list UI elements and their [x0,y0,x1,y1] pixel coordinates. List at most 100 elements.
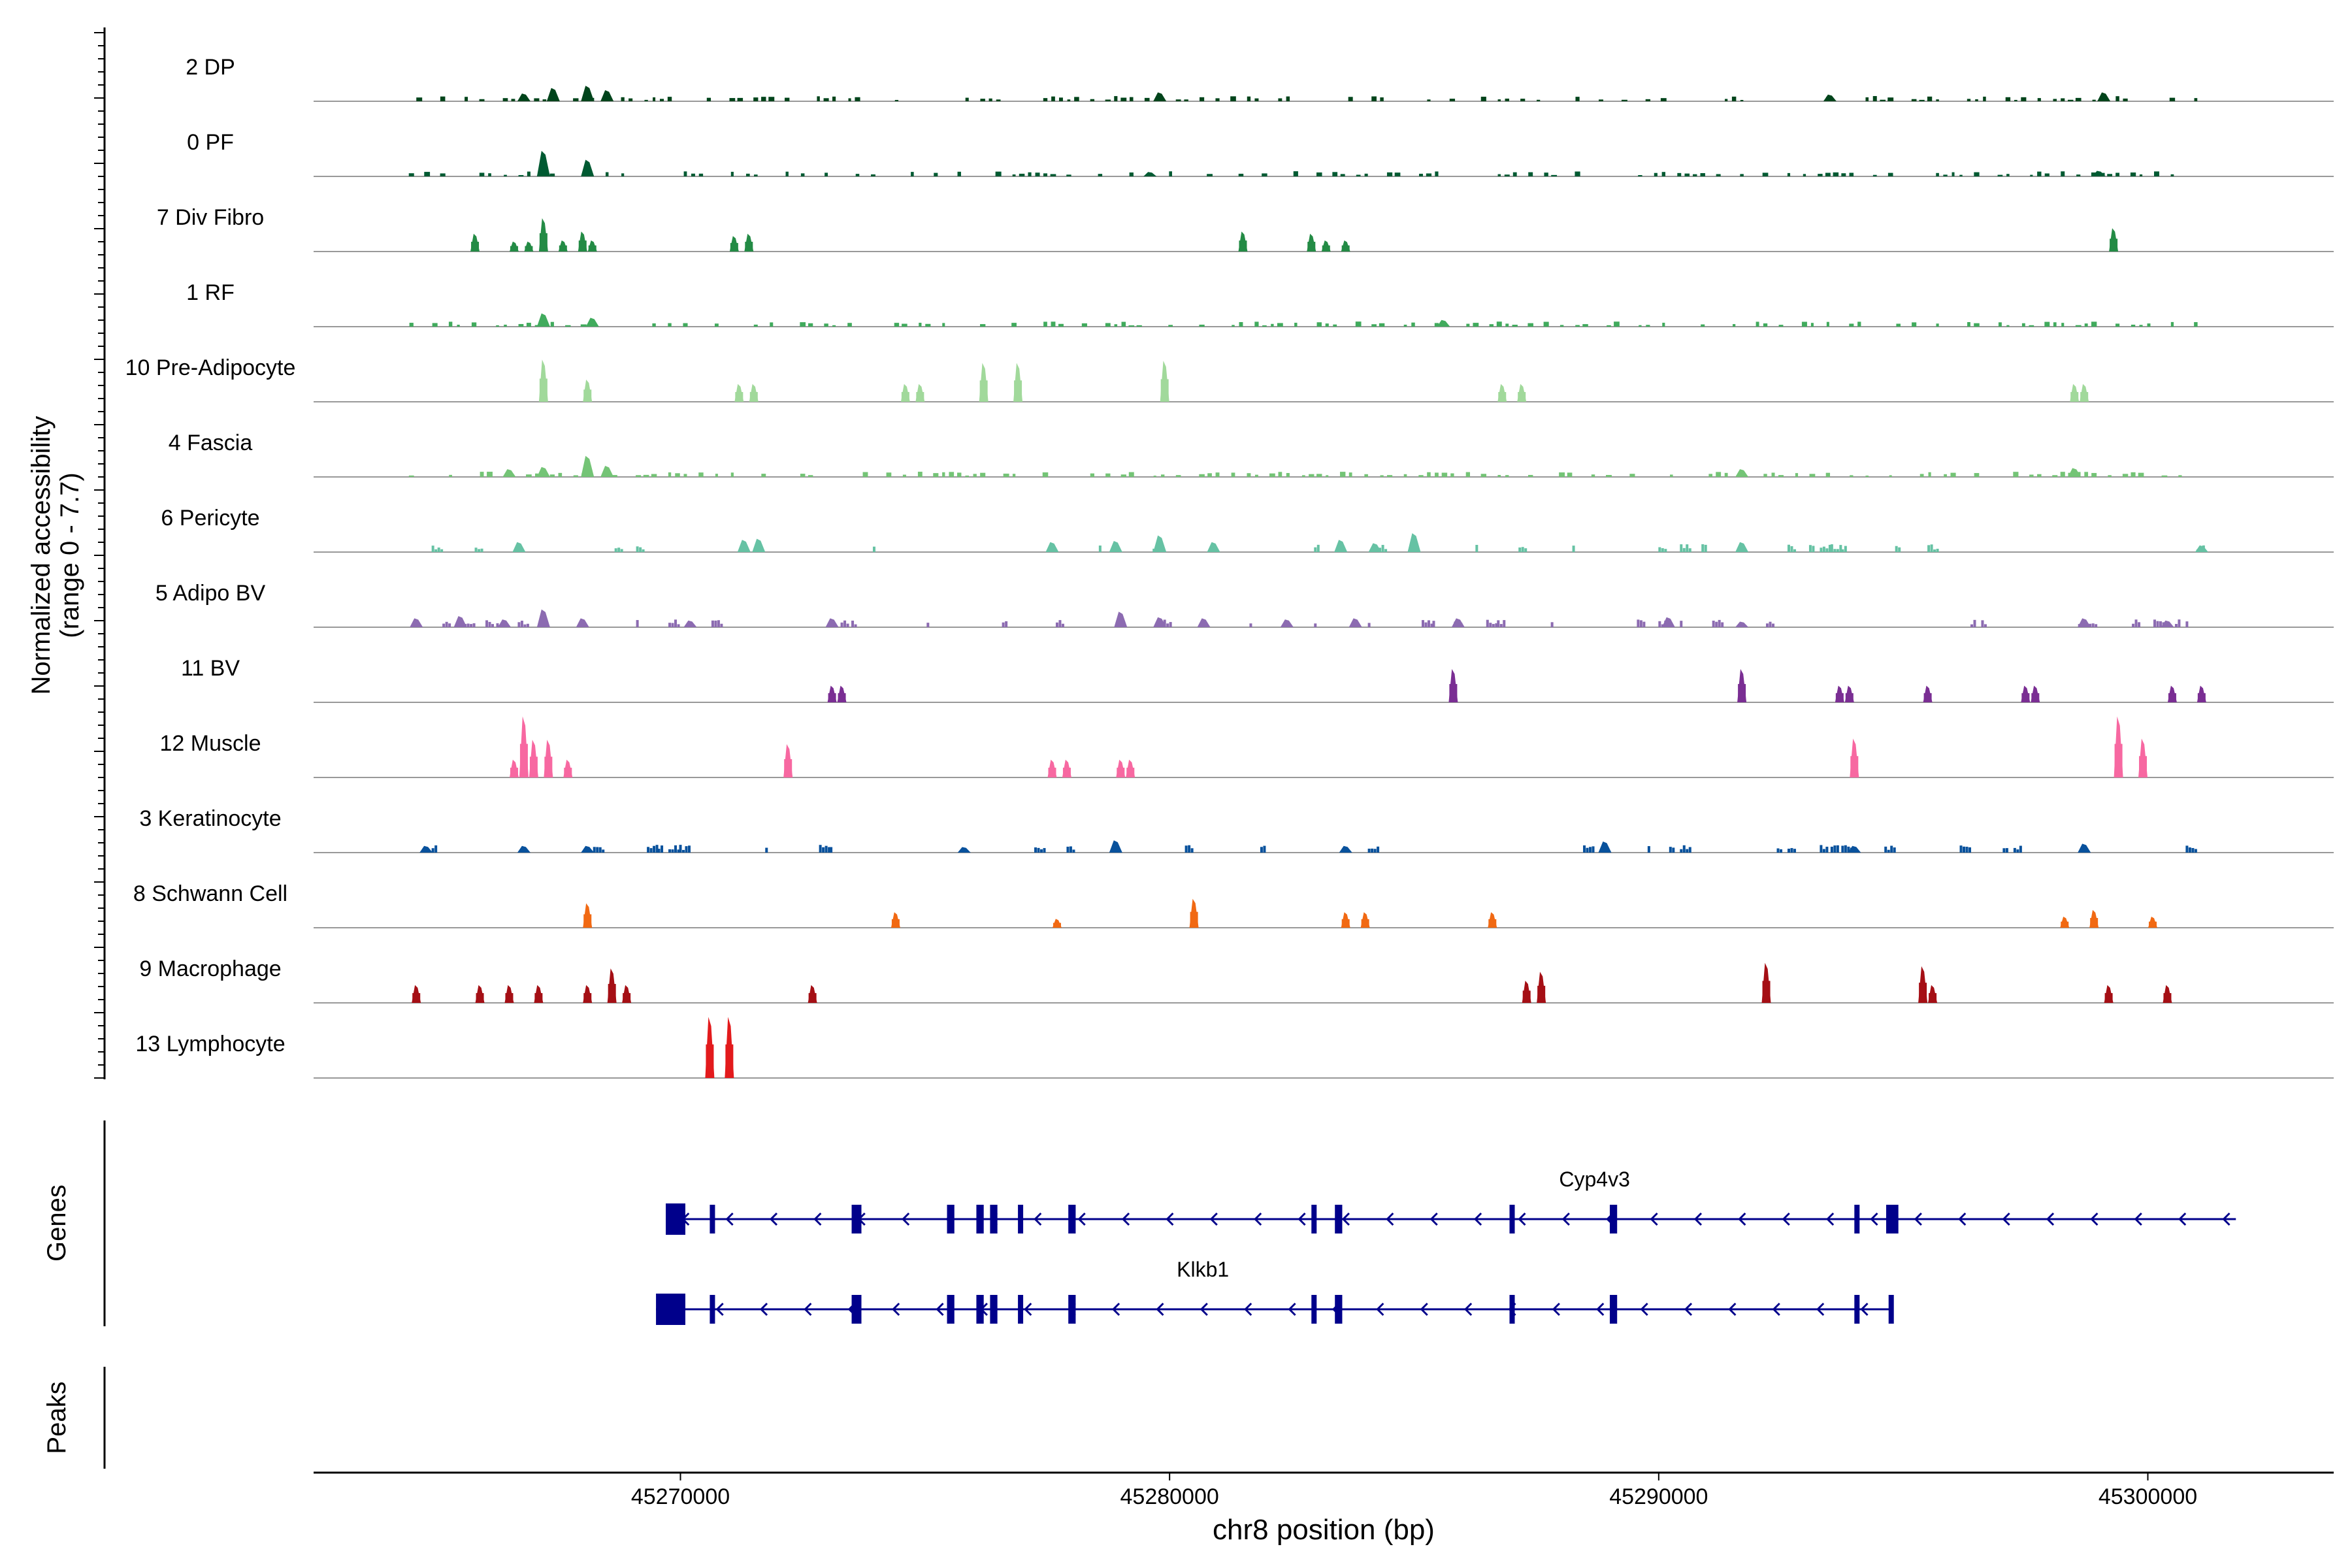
signal-block [2095,624,2098,627]
signal-block [980,99,985,101]
signal-block [1716,472,1722,477]
signal-block [1069,846,1072,853]
signal-block [2138,622,2141,627]
signal-block [2185,621,2189,627]
signal-peak [470,233,480,252]
signal-block [1614,321,1620,327]
gene-cyp4v3: Cyp4v3 [666,1168,2236,1235]
signal-block [1505,323,1509,327]
signal-block [1790,848,1793,853]
signal-block [934,172,938,176]
signal-block [965,475,970,477]
signal-block [1058,620,1062,627]
signal-peak [1109,541,1122,552]
signal-peak [1928,985,1938,1003]
signal-peak [1451,618,1465,627]
signal-block [2067,99,2074,101]
gene-exon [976,1205,984,1233]
coverage-tracks: 2 DP 0 PF 7 Div Fibro 1 RF 10 Pre-Adipocyte 4… [125,55,2334,1079]
signal-block [2013,472,2019,477]
signal-block [668,849,672,853]
signal-block [620,549,623,552]
signal-block [1887,97,1894,101]
signal-block [683,171,687,176]
signal-peak [808,985,817,1003]
signal-block [1688,847,1691,853]
signal-block [1998,322,2002,327]
signal-block [504,174,507,176]
signal-block [1718,619,1721,627]
signal-block [2006,174,2010,176]
signal-block [1740,99,1744,101]
signal-block [2188,847,2191,853]
signal-block [2107,174,2112,176]
signal-block [2019,845,2022,853]
strand-arrow [1156,1302,1164,1316]
signal-block [729,98,736,101]
signal-block [1028,172,1032,176]
strand-arrow [1693,1212,1703,1226]
signal-block [488,173,491,176]
signal-block [1040,849,1043,853]
signal-block [408,475,414,477]
signal-block [2134,619,2138,627]
signal-peak [1848,845,1861,853]
signal-block [1524,548,1527,552]
signal-block [2089,623,2092,627]
x-tick-label: 45270000 [631,1484,730,1509]
signal-block [1919,474,1924,477]
signal-peak [1045,542,1059,552]
signal-block [1825,846,1829,853]
signal-block [871,174,875,176]
signal-block [2191,848,2195,853]
signal-block [2053,322,2057,327]
signal-block [1787,172,1791,176]
signal-block [2005,97,2011,101]
strand-arrow [1596,1302,1605,1316]
signal-block [520,621,523,627]
signal-block [517,622,521,627]
signal-block [1129,172,1134,176]
strand-arrow [1034,1212,1042,1226]
signal-block [1841,549,1844,552]
signal-block [445,621,448,627]
signal-block [1012,474,1016,477]
signal-peak [725,1017,734,1078]
signal-block [2153,619,2156,627]
signal-block [957,171,961,176]
strand-arrow [936,1302,944,1316]
signal-block [1441,472,1448,477]
strand-arrow [902,1212,910,1226]
signal-peak [1238,231,1248,252]
signal-block [1160,474,1165,477]
signal-block [487,472,493,477]
signal-peak [1918,966,1928,1003]
signal-peak [2031,685,2040,702]
signal-block [1473,323,1479,327]
signal-peak [2078,843,2091,853]
signal-block [2170,321,2174,327]
signal-block [1294,322,1298,327]
signal-block [1316,474,1322,477]
signal-block [1381,545,1384,552]
signal-block [1286,472,1290,477]
signal-peak [1735,469,1749,477]
strand-arrow [2090,1212,2099,1226]
signal-block [1551,174,1558,176]
signal-peak [475,985,485,1003]
signal-peak [752,538,766,552]
signal-block [2159,621,2162,627]
signal-peak [749,384,759,402]
x-axis-ticks: 45270000 45280000 45290000 45300000 [631,1473,2197,1509]
signal-block [1499,624,1503,627]
signal-block [1380,475,1384,477]
signal-peak [1114,612,1128,627]
signal-block [478,549,481,552]
signal-block [1701,544,1705,552]
signal-block [1051,96,1055,101]
signal-block [1450,473,1454,477]
signal-block [667,97,672,101]
signal-block [1136,325,1142,327]
signal-block [1497,174,1501,176]
signal-peak [581,86,595,101]
